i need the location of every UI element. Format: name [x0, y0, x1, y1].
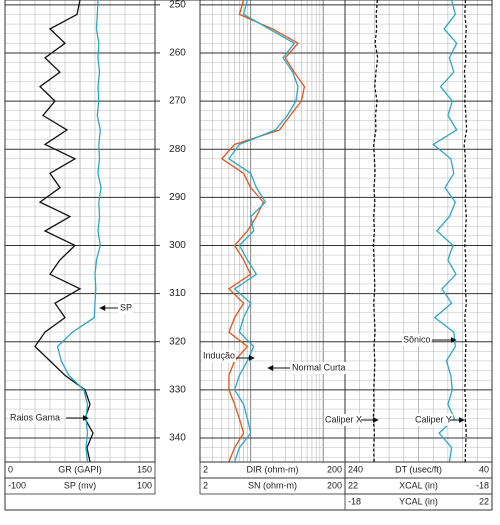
depth-label: 290: [169, 192, 186, 203]
annotation-bg: [202, 350, 237, 362]
log-curve: [56, 0, 102, 463]
log-curve: [463, 0, 468, 463]
curve-name: SN (ohm-m): [248, 480, 297, 490]
annotation: Sônico: [403, 334, 431, 344]
annotation: Normal Curta: [292, 362, 346, 372]
scale-min: -18: [348, 496, 361, 506]
annotation-bg: [9, 412, 62, 424]
depth-label: 260: [169, 48, 186, 59]
annotation: Caliper X: [325, 414, 362, 424]
scale-min: 240: [348, 464, 363, 474]
depth-label: 330: [169, 384, 186, 395]
header-cell: [344, 493, 493, 511]
depth-label: 320: [169, 336, 186, 347]
annotation-bg: [291, 362, 347, 374]
curve-name: YCAL (in): [399, 496, 438, 506]
scale-min: 2: [203, 480, 208, 490]
depth-label: 310: [169, 288, 186, 299]
curve-name: DIR (ohm-m): [247, 464, 299, 474]
depth-label: 270: [169, 96, 186, 107]
scale-max: 40: [479, 464, 489, 474]
scale-max: -18: [476, 480, 489, 490]
annotation-bg: [402, 334, 432, 346]
annotation-bg: [119, 302, 134, 314]
annotation-bg: [324, 414, 364, 426]
curve-name: SP (mv): [64, 480, 96, 490]
depth-label: 250: [169, 0, 186, 10]
scale-max: 200: [327, 464, 342, 474]
annotation: Caliper Y: [415, 414, 452, 424]
log-curve: [227, 0, 299, 463]
scale-max: 22: [479, 496, 489, 506]
annotation: Raios Gama: [10, 412, 60, 422]
annotation-bg: [414, 414, 453, 426]
log-curve: [220, 0, 306, 463]
curve-name: XCAL (in): [399, 480, 438, 490]
depth-label: 340: [169, 433, 186, 444]
log-curve: [372, 0, 379, 463]
scale-min: 22: [348, 480, 358, 490]
depth-label: 300: [169, 240, 186, 251]
annotation: SP: [120, 302, 132, 312]
scale-max: 100: [137, 480, 152, 490]
scale-max: 150: [137, 464, 152, 474]
curve-name: GR (GAPI): [58, 464, 102, 474]
depth-label: 280: [169, 144, 186, 155]
scale-max: 200: [327, 480, 342, 490]
scale-min: -100: [8, 480, 26, 490]
scale-min: 2: [203, 464, 208, 474]
header-cell: [4, 477, 156, 495]
curve-name: DT (usec/ft): [395, 464, 442, 474]
annotation: Indução: [203, 350, 235, 360]
scale-min: 0: [8, 464, 13, 474]
log-curve: [432, 0, 458, 463]
